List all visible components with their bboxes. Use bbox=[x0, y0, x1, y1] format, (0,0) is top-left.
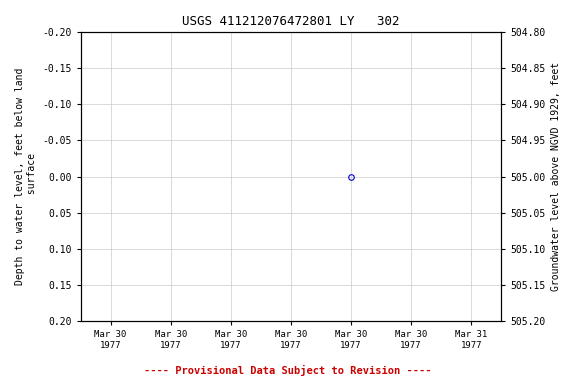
Title: USGS 411212076472801 LY   302: USGS 411212076472801 LY 302 bbox=[182, 15, 400, 28]
Y-axis label: Groundwater level above NGVD 1929, feet: Groundwater level above NGVD 1929, feet bbox=[551, 62, 561, 291]
Y-axis label: Depth to water level, feet below land
 surface: Depth to water level, feet below land su… bbox=[15, 68, 37, 285]
Text: ---- Provisional Data Subject to Revision ----: ---- Provisional Data Subject to Revisio… bbox=[144, 365, 432, 376]
